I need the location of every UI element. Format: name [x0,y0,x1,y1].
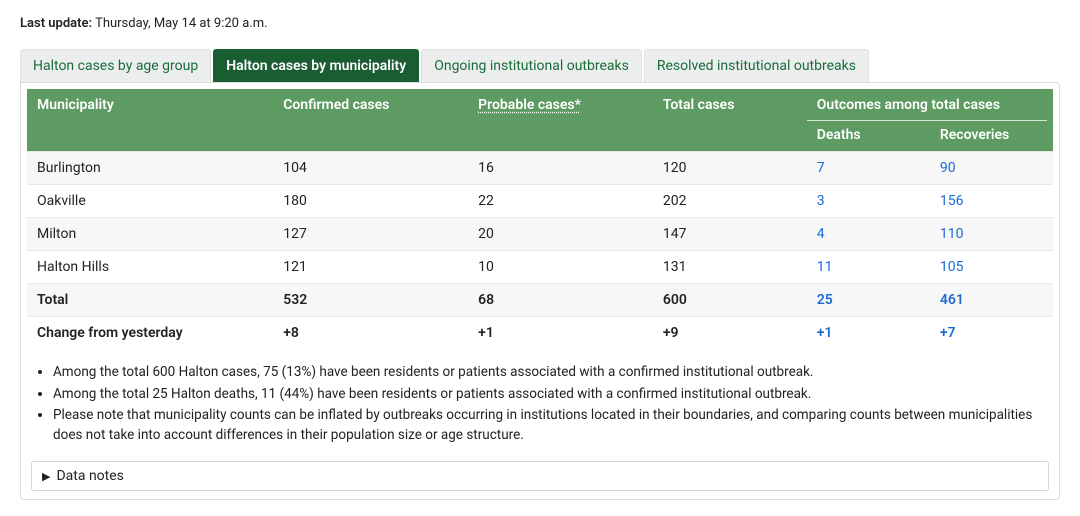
footnote-item: Please note that municipality counts can… [53,406,1043,445]
table-row: Burlington10416120 7 90 [27,152,1053,185]
col-outcomes-group: Outcomes among total cases [807,89,1053,121]
footnotes: Among the total 600 Halton cases, 75 (13… [53,363,1043,445]
cell-recoveries-link[interactable]: 105 [940,259,964,275]
cell-confirmed: 532 [273,284,468,317]
table-row: Milton12720147 4 110 [27,218,1053,251]
tab-municipality[interactable]: Halton cases by municipality [213,49,419,82]
cell-probable: +1 [468,317,653,350]
cell-deaths[interactable]: 11 [807,251,930,284]
cell-total: +9 [653,317,807,350]
cell-total: 202 [653,185,807,218]
cell-recoveries[interactable]: 461 [930,284,1053,317]
cell-total: 131 [653,251,807,284]
cell-recoveries-link[interactable]: 110 [940,226,964,242]
cell-probable: 68 [468,284,653,317]
cell-confirmed: +8 [273,317,468,350]
table-row: Oakville18022202 3 156 [27,185,1053,218]
table-row: Halton Hills12110131 11 105 [27,251,1053,284]
cell-deaths[interactable]: +1 [807,317,930,350]
cell-deaths[interactable]: 3 [807,185,930,218]
data-notes-toggle[interactable]: ▶ Data notes [31,461,1049,491]
col-confirmed: Confirmed cases [273,89,468,152]
col-probable: Probable cases* [468,89,653,152]
cell-recoveries[interactable]: +7 [930,317,1053,350]
table-body: Burlington10416120790Oakville18022202315… [27,152,1053,350]
tab-resolved-outbreaks[interactable]: Resolved institutional outbreaks [644,49,869,82]
col-total: Total cases [653,89,807,152]
cell-municipality: Total [27,284,273,317]
cell-confirmed: 127 [273,218,468,251]
last-update-value: Thursday, May 14 at 9:20 a.m. [95,16,267,31]
cell-deaths[interactable]: 4 [807,218,930,251]
municipality-table: Municipality Confirmed cases Probable ca… [27,89,1053,349]
col-deaths: Deaths [807,121,930,152]
table-row: Change from yesterday+8+1+9+1+7 [27,317,1053,350]
cell-recoveries[interactable]: 110 [930,218,1053,251]
footnote-item: Among the total 600 Halton cases, 75 (13… [53,363,1043,383]
cell-deaths-link[interactable]: 11 [817,259,833,275]
col-recoveries: Recoveries [930,121,1053,152]
cell-confirmed: 180 [273,185,468,218]
cell-recoveries-link[interactable]: 90 [940,160,956,176]
table-row: Total53268600 25 461 [27,284,1053,317]
cell-recoveries[interactable]: 105 [930,251,1053,284]
cell-total: 600 [653,284,807,317]
cell-municipality: Burlington [27,152,273,185]
cell-recoveries-link[interactable]: 461 [940,292,964,308]
cell-deaths-link[interactable]: 4 [817,226,825,242]
cell-municipality: Change from yesterday [27,317,273,350]
cell-deaths-link[interactable]: 7 [817,160,825,176]
footnote-item: Among the total 25 Halton deaths, 11 (44… [53,385,1043,405]
caret-right-icon: ▶ [42,470,50,483]
cell-deaths-link[interactable]: 3 [817,193,825,209]
cell-recoveries-link[interactable]: 156 [940,193,964,209]
cell-deaths-link[interactable]: +1 [817,325,833,341]
cell-recoveries[interactable]: 90 [930,152,1053,185]
cell-total: 147 [653,218,807,251]
last-update: Last update: Thursday, May 14 at 9:20 a.… [20,16,1060,31]
cell-deaths[interactable]: 25 [807,284,930,317]
cell-probable: 10 [468,251,653,284]
cell-probable: 22 [468,185,653,218]
cell-municipality: Oakville [27,185,273,218]
cell-probable: 16 [468,152,653,185]
cell-recoveries[interactable]: 156 [930,185,1053,218]
tab-ongoing-outbreaks[interactable]: Ongoing institutional outbreaks [421,49,642,82]
tab-panel-municipality: Municipality Confirmed cases Probable ca… [20,82,1060,500]
tab-bar: Halton cases by age group Halton cases b… [20,49,1060,82]
cell-confirmed: 121 [273,251,468,284]
cell-municipality: Milton [27,218,273,251]
cell-confirmed: 104 [273,152,468,185]
col-municipality: Municipality [27,89,273,152]
cell-deaths[interactable]: 7 [807,152,930,185]
cell-total: 120 [653,152,807,185]
cell-probable: 20 [468,218,653,251]
cell-municipality: Halton Hills [27,251,273,284]
tab-age-group[interactable]: Halton cases by age group [20,49,211,82]
last-update-label: Last update: [20,16,92,31]
cell-recoveries-link[interactable]: +7 [940,325,956,341]
probable-cases-link[interactable]: Probable cases* [478,97,581,113]
cell-deaths-link[interactable]: 25 [817,292,833,308]
data-notes-label: Data notes [56,468,123,484]
